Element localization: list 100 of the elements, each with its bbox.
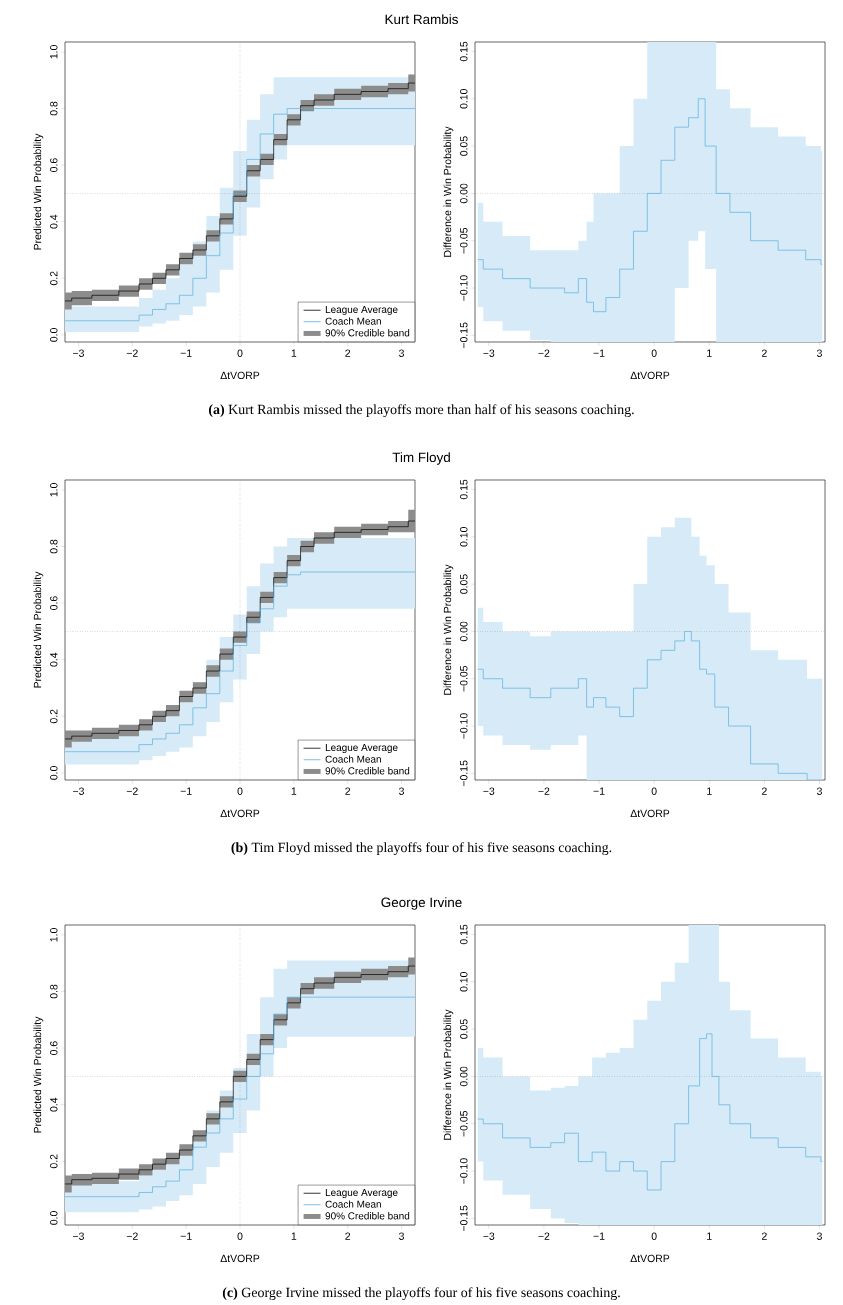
y-tick-label: 1.0 — [50, 928, 58, 942]
x-tick-label: 0 — [651, 1232, 657, 1240]
y-tick-label: 0.05 — [460, 136, 468, 156]
x-axis-title: ΔtVORP — [630, 809, 670, 818]
x-axis-title: ΔtVORP — [220, 1254, 260, 1263]
y-tick-label: 0.10 — [460, 527, 468, 547]
chart-title: Tim Floyd — [392, 452, 450, 465]
x-axis-title: ΔtVORP — [630, 1254, 670, 1263]
x-tick-label: 3 — [816, 349, 822, 357]
y-tick-label: 0.8 — [50, 539, 58, 554]
x-axis-title: ΔtVORP — [630, 371, 670, 380]
y-tick-label: 0.4 — [50, 1097, 58, 1112]
y-tick-label: −0.05 — [460, 1110, 468, 1137]
y-axis-title: Predicted Win Probability — [33, 1016, 44, 1133]
legend-label: League Average — [325, 1189, 398, 1198]
y-tick-label: 1.0 — [50, 45, 58, 59]
x-tick-label: −1 — [180, 349, 192, 357]
text: (b) Tim Floyd missed the playoffs four of his five seasons coaching. — [231, 842, 612, 856]
y-tick-label: 1.0 — [50, 483, 58, 497]
y-tick-label: 0.0 — [50, 766, 58, 780]
y-tick-label: 0.05 — [460, 574, 468, 594]
y-tick-label: −0.10 — [460, 1158, 468, 1184]
y-tick-label: −0.05 — [460, 227, 468, 254]
x-tick-label: −1 — [180, 1232, 192, 1240]
x-tick-label: 0 — [651, 787, 657, 795]
y-tick-label: 0.00 — [460, 1066, 468, 1087]
y-tick-label: 0.0 — [50, 1211, 58, 1225]
x-tick-label: 2 — [762, 787, 767, 795]
y-tick-label: −0.15 — [460, 760, 468, 787]
legend-label: League Average — [325, 744, 398, 753]
y-tick-label: 0.15 — [460, 479, 468, 500]
x-axis-title: ΔtVORP — [220, 809, 260, 818]
x-tick-label: −3 — [483, 1232, 495, 1240]
y-tick-label: −0.10 — [460, 275, 468, 301]
y-axis-title: Difference in Win Probability — [443, 126, 454, 257]
x-tick-label: 1 — [707, 1232, 712, 1240]
y-tick-label: 0.10 — [460, 972, 468, 992]
annotation: 90% Credible band — [325, 767, 410, 775]
legend-label: Coach Mean — [325, 755, 381, 763]
x-tick-label: −2 — [538, 787, 550, 795]
x-tick-label: 2 — [762, 349, 767, 357]
y-tick-label: −0.15 — [460, 1205, 468, 1232]
y-tick-label: 0.6 — [50, 158, 58, 172]
x-tick-label: −2 — [126, 1232, 138, 1240]
y-tick-label: 0.00 — [460, 621, 468, 642]
x-axis-title: ΔtVORP — [220, 371, 260, 380]
x-tick-label: 1 — [291, 1232, 297, 1240]
x-tick-label: −3 — [483, 787, 495, 795]
x-tick-label: 1 — [291, 349, 297, 357]
x-tick-label: −3 — [483, 349, 495, 357]
x-tick-label: 3 — [399, 349, 404, 357]
y-tick-label: −0.10 — [460, 713, 468, 739]
legend-label: Coach Mean — [325, 317, 381, 325]
y-tick-label: 0.10 — [460, 89, 468, 109]
y-axis-title: Difference in Win Probability — [443, 564, 454, 695]
x-tick-label: 2 — [345, 1232, 351, 1240]
x-tick-label: 1 — [291, 787, 297, 795]
y-tick-label: 0.6 — [50, 596, 58, 610]
y-tick-label: −0.15 — [460, 322, 468, 349]
x-tick-label: 3 — [816, 1232, 822, 1240]
x-tick-label: −2 — [126, 349, 138, 357]
x-tick-label: 0 — [651, 349, 657, 357]
y-tick-label: 0.2 — [50, 271, 58, 286]
y-tick-label: 0.8 — [50, 984, 58, 999]
x-tick-label: 2 — [345, 349, 351, 357]
annotation: 90% Credible band — [325, 329, 410, 337]
y-tick-label: 0.0 — [50, 328, 58, 342]
x-tick-label: −1 — [593, 787, 605, 795]
legend-label: Coach Mean — [325, 1200, 381, 1208]
text: (a) Kurt Rambis missed the playoffs more than half of his seasons coaching. — [209, 404, 634, 417]
x-tick-label: −2 — [126, 787, 138, 795]
x-tick-label: 1 — [707, 787, 712, 795]
x-tick-label: 0 — [237, 349, 243, 357]
x-tick-label: 3 — [399, 1232, 404, 1240]
y-axis-title: Predicted Win Probability — [33, 571, 44, 688]
y-tick-label: 0.15 — [460, 41, 468, 62]
y-tick-label: 0.8 — [50, 101, 58, 116]
text: (c) George Irvine missed the playoffs four of his five seasons coaching. — [222, 1287, 620, 1301]
chart-title: Kurt Rambis — [385, 14, 458, 25]
x-tick-label: 2 — [345, 787, 351, 795]
y-tick-label: −0.05 — [460, 665, 468, 692]
y-tick-label: 0.15 — [460, 924, 468, 945]
legend-label: League Average — [325, 306, 398, 315]
y-tick-label: 0.2 — [50, 709, 58, 724]
x-tick-label: 0 — [237, 1232, 243, 1240]
y-tick-label: 0.4 — [50, 214, 58, 229]
x-tick-label: 3 — [816, 787, 822, 795]
y-axis-title: Predicted Win Probability — [33, 133, 44, 250]
x-tick-label: −2 — [538, 1232, 550, 1240]
x-tick-label: −1 — [593, 349, 605, 357]
y-tick-label: 0.2 — [50, 1154, 58, 1169]
x-tick-label: −3 — [73, 787, 84, 795]
x-tick-label: 3 — [399, 787, 404, 795]
x-tick-label: 0 — [237, 787, 243, 795]
y-tick-label: 0.00 — [460, 183, 468, 204]
y-tick-label: 0.05 — [460, 1019, 468, 1039]
annotation: 90% Credible band — [325, 1212, 410, 1220]
x-tick-label: −3 — [73, 1232, 84, 1240]
x-tick-label: 1 — [707, 349, 712, 357]
x-tick-label: −2 — [538, 349, 550, 357]
